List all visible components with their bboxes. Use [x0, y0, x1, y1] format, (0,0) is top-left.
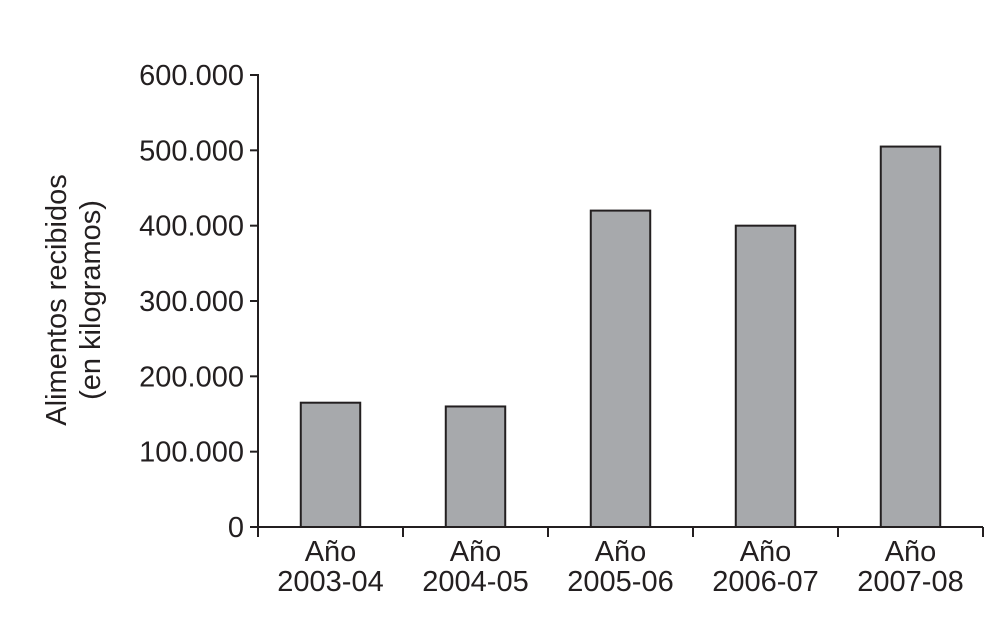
- x-tick-label: Año 2003-04: [277, 536, 383, 598]
- x-tick-label: Año 2004-05: [422, 536, 528, 598]
- bar: [444, 405, 507, 529]
- x-tick-label: Año 2007-08: [857, 536, 963, 598]
- x-tick-label: Año 2006-07: [712, 536, 818, 598]
- y-tick-label: 500.000: [139, 135, 244, 167]
- y-axis-label: (en kilogramos): [75, 200, 107, 400]
- bar: [589, 209, 652, 528]
- y-tick-label: 0: [228, 512, 244, 544]
- x-tick-label: Año 2005-06: [567, 536, 673, 598]
- y-tick-label: 300.000: [139, 286, 244, 318]
- y-tick-label: 600.000: [139, 60, 244, 92]
- y-axis-label: Alimentos recibidos: [41, 174, 73, 425]
- bar: [879, 145, 942, 528]
- y-tick-label: 200.000: [139, 361, 244, 393]
- bar: [299, 401, 362, 529]
- bar: [734, 224, 797, 529]
- y-tick-label: 400.000: [139, 211, 244, 243]
- y-tick-label: 100.000: [139, 437, 244, 469]
